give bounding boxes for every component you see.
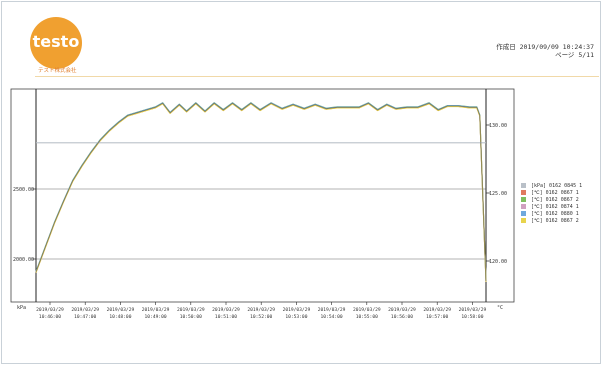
x-tick-time: 10:52:00 [250, 314, 272, 320]
x-tick-time: 10:58:00 [461, 314, 483, 320]
x-tick-time: 10:54:00 [321, 314, 343, 320]
series-lines [35, 102, 487, 283]
right-axis-ticks: 130.00 125.00 120.00 [486, 123, 507, 265]
right-axis-unit: °C [497, 305, 503, 311]
x-tick-time: 10:57:00 [426, 314, 448, 320]
left-axis-ticks: 2500.00 2000.00 [13, 187, 36, 263]
x-axis-ticks: 2019/03/2910:46:002019/03/2910:47:002019… [36, 302, 486, 320]
x-tick-date: 2019/03/29 [177, 307, 205, 313]
x-tick-time: 10:50:00 [180, 314, 202, 320]
legend-item: [℃] 0162 0867 2 [521, 217, 582, 224]
x-tick-date: 2019/03/29 [283, 307, 311, 313]
right-tick-label: 120.00 [489, 259, 507, 265]
series-line-5 [35, 103, 487, 283]
page-number: ページ 5/11 [555, 51, 594, 59]
legend-swatch [521, 218, 526, 223]
legend-label: [℃] 0162 0867 2 [531, 217, 579, 224]
legend-item: [℃] 0162 0880 1 [521, 210, 582, 217]
right-tick-label: 125.00 [489, 191, 507, 197]
x-tick-time: 10:47:00 [74, 314, 96, 320]
legend-swatch [521, 197, 526, 202]
x-tick-time: 10:48:00 [109, 314, 131, 320]
legend-item: [℃] 0162 0874 1 [521, 203, 582, 210]
legend-label: [℃] 0162 0867 1 [531, 189, 579, 196]
x-tick-date: 2019/03/29 [318, 307, 346, 313]
testo-logo: testo [30, 17, 82, 69]
x-tick-date: 2019/03/29 [388, 307, 416, 313]
series-line-overlay [35, 102, 487, 282]
x-tick-date: 2019/03/29 [107, 307, 135, 313]
x-tick-time: 10:56:00 [391, 314, 413, 320]
legend-item: [kPa] 0162 0845 1 [521, 182, 582, 189]
x-tick-date: 2019/03/29 [142, 307, 170, 313]
x-tick-date: 2019/03/29 [247, 307, 275, 313]
x-tick-date: 2019/03/29 [459, 307, 487, 313]
legend-swatch [521, 204, 526, 209]
logo-subtitle: テスト株式会社 [38, 68, 77, 74]
legend: [kPa] 0162 0845 1 [℃] 0162 0867 1 [℃] 0162… [521, 182, 582, 224]
legend-item: [℃] 0162 0867 1 [521, 189, 582, 196]
right-tick-label: 130.00 [489, 123, 507, 129]
header-rule [35, 76, 599, 77]
left-axis-unit: kPa [17, 305, 26, 311]
x-tick-date: 2019/03/29 [36, 307, 64, 313]
x-tick-time: 10:46:00 [39, 314, 61, 320]
x-tick-time: 10:51:00 [215, 314, 237, 320]
x-tick-date: 2019/03/29 [212, 307, 240, 313]
logo-text: testo [32, 32, 80, 51]
legend-label: [℃] 0162 0874 1 [531, 203, 579, 210]
x-tick-time: 10:49:00 [145, 314, 167, 320]
x-tick-date: 2019/03/29 [423, 307, 451, 313]
left-tick-label: 2500.00 [13, 187, 34, 193]
legend-label: [℃] 0162 0880 1 [531, 210, 579, 217]
legend-label: [℃] 0162 0867 2 [531, 196, 579, 203]
x-tick-date: 2019/03/29 [353, 307, 381, 313]
created-date: 作成日 2019/09/09 10:24:37 [496, 43, 594, 51]
legend-swatch [521, 211, 526, 216]
legend-label: [kPa] 0162 0845 1 [531, 182, 583, 189]
x-tick-time: 10:55:00 [356, 314, 378, 320]
left-tick-label: 2000.00 [13, 257, 34, 263]
plot-background [10, 88, 515, 303]
legend-item: [℃] 0162 0867 2 [521, 196, 582, 203]
x-tick-date: 2019/03/29 [71, 307, 99, 313]
legend-swatch [521, 190, 526, 195]
legend-swatch [521, 183, 526, 188]
x-tick-time: 10:53:00 [285, 314, 307, 320]
